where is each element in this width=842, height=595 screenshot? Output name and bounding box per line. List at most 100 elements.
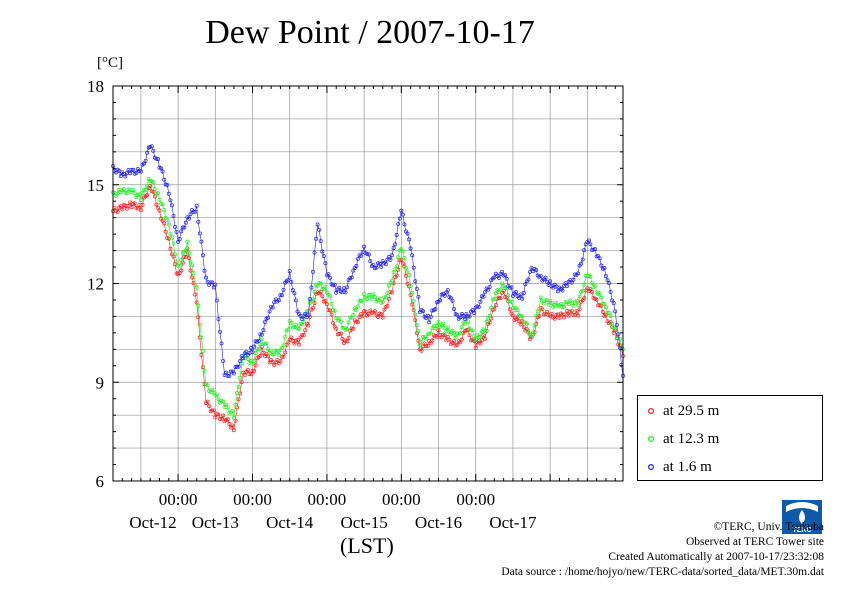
data-point [188, 268, 193, 273]
data-point [397, 216, 402, 221]
data-point [120, 207, 125, 212]
data-point [360, 299, 365, 304]
data-point [453, 335, 458, 340]
data-point [121, 187, 126, 191]
data-point [498, 287, 503, 292]
data-point [129, 168, 134, 172]
data-point [321, 254, 326, 259]
data-point [140, 190, 145, 195]
data-point [484, 319, 489, 324]
data-point [176, 239, 181, 244]
data-point [179, 268, 184, 273]
data-point [227, 374, 232, 379]
data-point [208, 280, 213, 285]
data-point [289, 335, 294, 340]
data-point [182, 225, 187, 230]
data-point [281, 287, 286, 292]
data-point [588, 274, 593, 279]
data-point [205, 399, 210, 404]
data-point [323, 261, 328, 266]
data-point [157, 208, 162, 213]
data-point [270, 352, 275, 357]
data-point [597, 256, 602, 261]
data-point [281, 343, 286, 348]
data-point [541, 312, 546, 317]
data-point [297, 342, 301, 347]
data-point [165, 218, 170, 223]
data-point [354, 264, 359, 268]
data-point [163, 182, 168, 187]
data-point [162, 208, 167, 213]
data-point [202, 268, 207, 273]
data-point [394, 273, 399, 278]
data-point [493, 303, 498, 307]
data-point [236, 364, 241, 369]
data-point [351, 313, 356, 318]
data-point [413, 318, 418, 323]
data-point [290, 288, 295, 293]
data-point [377, 296, 382, 301]
data-point [171, 241, 176, 246]
data-point [287, 269, 292, 274]
legend-marker-blue-icon [647, 463, 655, 471]
data-point [193, 282, 198, 287]
data-point [129, 205, 134, 210]
data-point [168, 231, 173, 236]
x-tick-date-label: Oct-15 [341, 513, 388, 532]
data-point [478, 334, 483, 339]
data-point [262, 341, 267, 346]
data-point [270, 305, 275, 310]
data-point [424, 336, 429, 341]
data-point [187, 256, 191, 261]
data-point [154, 156, 159, 161]
data-point [314, 236, 319, 241]
data-point [169, 235, 174, 240]
data-point [458, 331, 463, 336]
data-point [576, 303, 580, 308]
data-point [507, 307, 512, 312]
data-point [507, 299, 512, 304]
data-point [345, 339, 350, 344]
data-point [430, 338, 435, 343]
data-point [439, 335, 444, 340]
data-point [369, 296, 374, 301]
data-point [157, 197, 162, 202]
data-point [289, 320, 294, 325]
data-point [472, 311, 477, 315]
data-point [487, 313, 492, 318]
data-point [261, 350, 266, 355]
data-point [503, 272, 508, 277]
data-point [507, 285, 512, 290]
data-point [210, 280, 215, 285]
data-point [227, 422, 232, 426]
data-point [427, 320, 432, 325]
data-point [442, 333, 447, 338]
data-point [603, 305, 608, 310]
data-point [560, 288, 565, 293]
data-point [430, 308, 435, 313]
data-point [145, 193, 150, 198]
data-point [602, 266, 607, 271]
data-point [407, 237, 412, 242]
data-point [337, 316, 342, 321]
data-point [428, 331, 433, 336]
data-point [245, 357, 250, 361]
data-point [373, 309, 377, 314]
data-point [580, 257, 585, 262]
data-point [311, 305, 315, 310]
y-tick-label: 9 [96, 373, 105, 392]
data-point [410, 290, 415, 295]
data-point [135, 206, 140, 211]
data-point [562, 315, 567, 320]
data-point [399, 257, 404, 262]
data-point [607, 311, 611, 315]
data-point [154, 202, 159, 207]
data-point [603, 274, 608, 279]
data-point [329, 301, 334, 306]
data-point [444, 329, 449, 333]
data-point [252, 344, 257, 349]
data-point [421, 309, 425, 314]
data-point [613, 309, 618, 314]
data-point [343, 290, 348, 295]
